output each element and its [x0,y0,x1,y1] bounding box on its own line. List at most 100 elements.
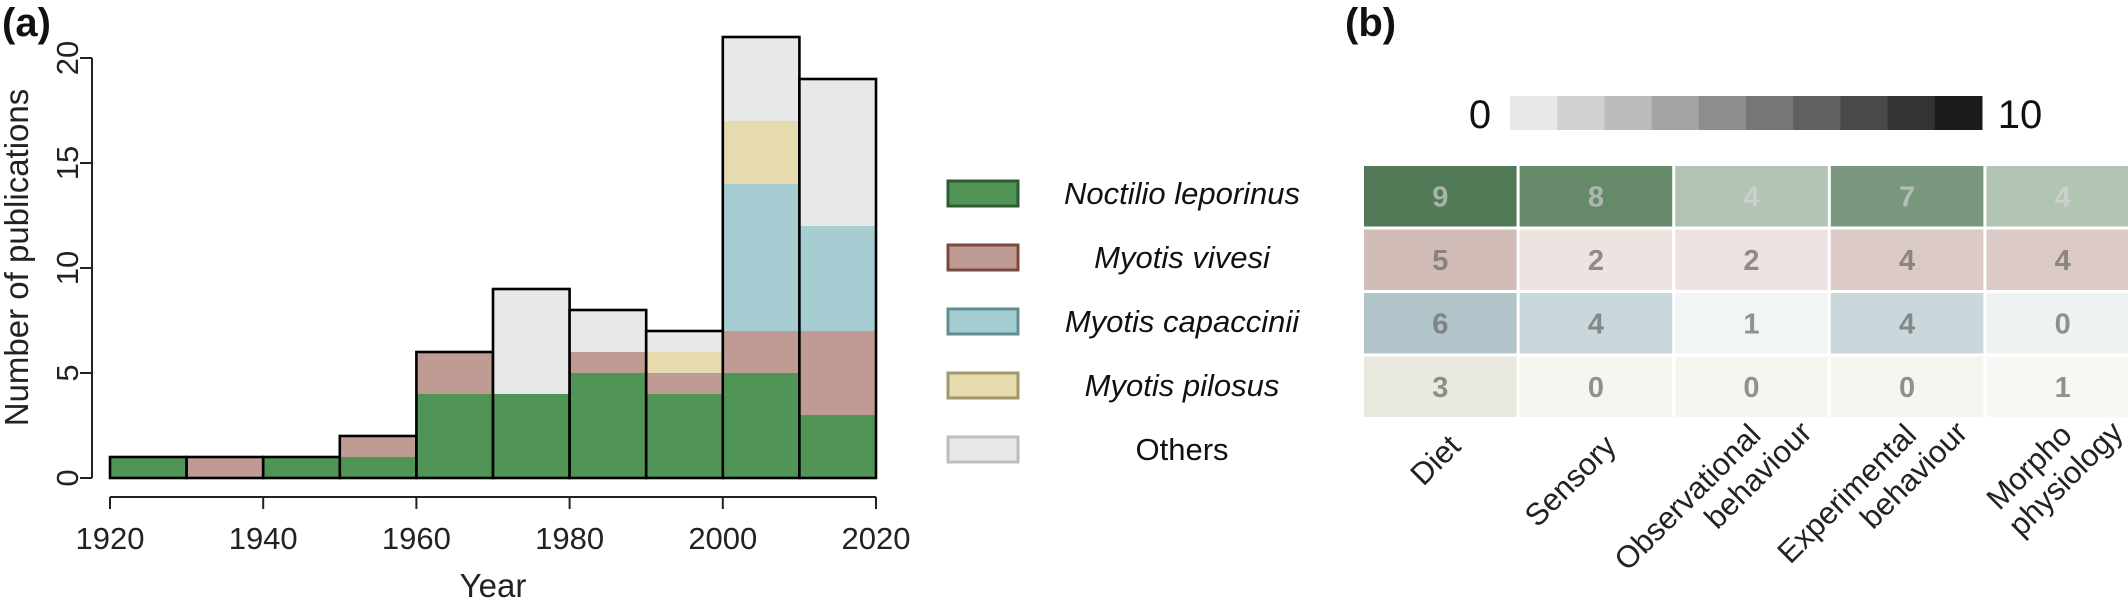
x-axis: 1920 1940 1960 1980 2000 2020 [76,496,911,556]
bar-segment [722,184,800,331]
histogram-bars [108,35,878,480]
heatmap-cell [1364,229,1517,290]
heatmap-cell-value: 4 [1899,245,1915,277]
heatmap-column-labels: Diet SensoryObservationalbehaviourExperim… [1404,390,2128,600]
heatmap-cell [1519,229,1673,290]
heatmap-cell-value: 0 [2055,308,2071,340]
heatmap-cell-value: 0 [1588,372,1604,404]
heatmap-cell [1675,166,1828,227]
heatmap-cell-value: 2 [1743,245,1759,277]
bar-segment [493,289,570,394]
bar-segment [722,373,800,478]
bar-segment [722,331,800,373]
panel-b-label: (b) [1345,1,1396,45]
x-axis-title: Year [460,567,527,600]
heatmap-cells: 9 8 4 7 4 5 2 2 4 4 6 4 1 4 0 3 0 0 0 1 [1364,166,2128,417]
scale-step [1793,96,1841,130]
heatmap-cell-value: 0 [1743,372,1759,404]
bar-segment [339,457,417,478]
heatmap-cell-value: 5 [1432,245,1448,277]
bar-segment [569,310,647,352]
x-tick-label: 1980 [535,521,604,556]
scale-step [1557,96,1605,130]
heatmap-cell-value: 9 [1432,181,1448,213]
panel-a-label: (a) [2,1,51,45]
legend-label: Myotis pilosus [1085,368,1280,403]
bar-segment [569,352,647,373]
x-tick-label: 2020 [842,521,911,556]
heatmap-column-label: Experimentalbehaviour [1770,390,1974,594]
color-scale: 0 10 [1469,93,2042,137]
y-tick-label: 15 [50,146,85,180]
heatmap-cell-value: 8 [1588,181,1604,213]
heatmap-cell [1830,229,1984,290]
bar-segment [799,79,876,226]
legend-swatch [946,307,1020,336]
heatmap-cell [1675,293,1828,354]
heatmap-panel: 0 10 9 8 4 7 4 5 2 2 4 4 6 4 1 4 0 3 0 0 0 1 Diet SensoryObse… [1364,93,2128,600]
bar-segment [722,37,800,121]
legend-swatch [946,435,1020,464]
bar-segment [646,394,723,478]
y-axis: 0 5 10 15 20 [50,41,93,487]
legend-swatch [946,243,1020,272]
scale-step [1651,96,1700,130]
bar-segment [799,415,876,478]
bar-segment [263,457,340,478]
bar-segment [799,331,876,415]
heatmap-cell-value: 4 [1588,308,1604,340]
heatmap-cell [1986,293,2128,354]
scale-min-label: 0 [1469,93,1491,137]
heatmap-column-label: Sensory [1518,428,1624,534]
heatmap-cell [1830,356,1984,417]
heatmap-cell [1364,166,1517,227]
heatmap-cell [1519,293,1673,354]
legend-swatch [946,371,1020,400]
bar-segment [569,373,647,478]
bar-segment [646,373,723,394]
legend-label: Myotis capaccinii [1065,304,1300,339]
bar-segment [799,226,876,331]
heatmap-column-label: Observationalbehaviour [1607,390,1818,600]
heatmap-cell-value: 6 [1432,308,1448,340]
bar-segment [186,457,264,478]
scale-max-label: 10 [1998,93,2043,137]
scale-step [1698,96,1747,130]
heatmap-cell-value: 2 [1588,245,1604,277]
scale-step [1746,96,1794,130]
heatmap-cell [1986,356,2128,417]
x-tick-label: 2000 [688,521,757,556]
scale-step [1604,96,1653,130]
heatmap-cell-value: 4 [2055,181,2071,213]
heatmap-cell [1364,293,1517,354]
x-tick-label: 1940 [229,521,298,556]
heatmap-cell-value: 1 [2055,372,2071,404]
bar-segment [339,436,417,457]
bar-segment [416,394,493,478]
heatmap-cell [1675,229,1828,290]
heatmap-cell-value: 4 [1899,308,1915,340]
heatmap-column-label: Diet [1404,428,1468,492]
heatmap-cell [1830,166,1984,227]
heatmap-cell [1519,166,1673,227]
bar-outline [798,77,878,480]
heatmap-cell [1364,356,1517,417]
bar-segment [110,457,187,478]
scale-step [1934,96,1983,130]
legend-swatch [946,179,1020,208]
bar-segment [493,394,570,478]
heatmap-cell [1675,356,1828,417]
scale-step [1840,96,1889,130]
heatmap-cell [1986,166,2128,227]
heatmap-cell-value: 4 [1743,181,1759,213]
y-tick-label: 20 [50,41,85,75]
y-tick-label: 5 [50,364,85,381]
heatmap-cell-value: 1 [1743,308,1759,340]
legend-label: Noctilio leporinus [1064,176,1300,211]
heatmap-cell-value: 0 [1899,372,1915,404]
heatmap-cell [1986,229,2128,290]
heatmap-cell-value: 4 [2055,245,2071,277]
bar-segment [722,121,800,184]
histogram-panel: 0 5 10 15 20 1920 1940 1960 1980 2000 2020 Number… [0,35,911,600]
